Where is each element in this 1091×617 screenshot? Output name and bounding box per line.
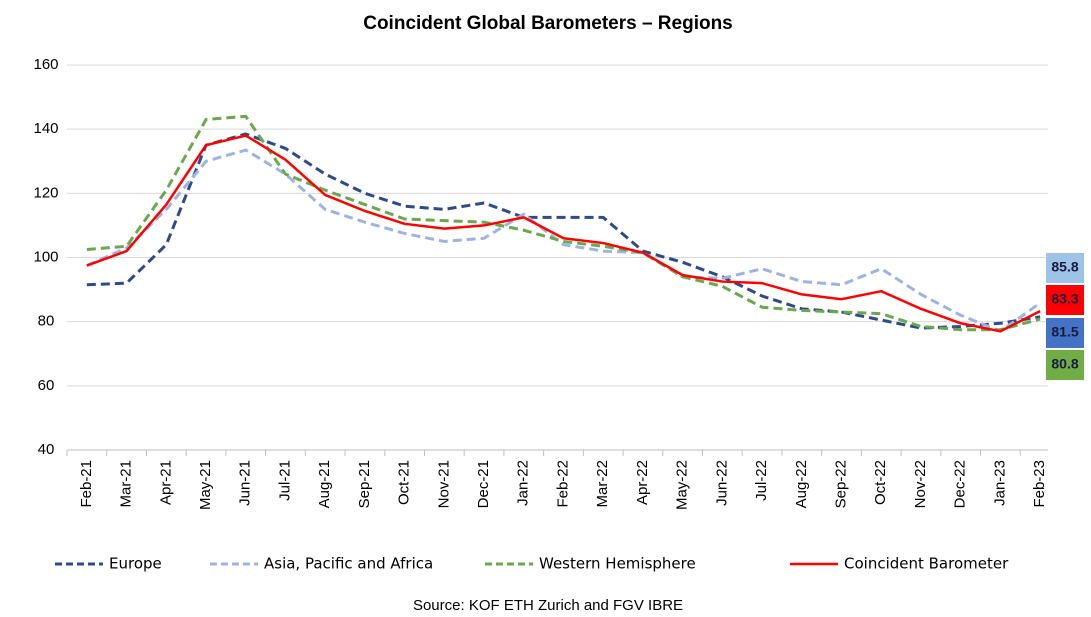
legend-label: Asia, Pacific and Africa xyxy=(264,555,433,573)
x-tick-label: Feb-21 xyxy=(78,460,95,508)
end-label-box xyxy=(1046,318,1084,348)
chart-title: Coincident Global Barometers – Regions xyxy=(363,13,733,34)
y-tick-label: 100 xyxy=(33,248,58,265)
x-tick-label: Jun-22 xyxy=(713,460,730,506)
x-tick-label: Oct-22 xyxy=(872,460,889,505)
x-tick-label: Dec-21 xyxy=(475,460,492,508)
end-label: 83.3 xyxy=(1051,291,1078,307)
y-tick-label: 60 xyxy=(38,377,55,394)
series-line xyxy=(86,132,1041,330)
x-tick-label: May-21 xyxy=(197,460,214,510)
end-label-box xyxy=(1046,253,1084,283)
end-label: 81.5 xyxy=(1051,324,1078,340)
end-label: 80.8 xyxy=(1051,356,1078,372)
series-line xyxy=(86,148,1042,333)
x-tick-label: Jun-21 xyxy=(237,460,254,506)
x-tick-label: Mar-22 xyxy=(594,460,611,508)
x-tick-label: Feb-23 xyxy=(1031,460,1048,508)
x-tick-label: Jul-21 xyxy=(276,460,293,501)
y-tick-label: 40 xyxy=(38,441,55,458)
x-tick-label: Sep-22 xyxy=(833,460,850,508)
x-tick-label: Nov-22 xyxy=(912,460,929,508)
x-tick-label: Sep-21 xyxy=(356,460,373,508)
y-tick-label: 120 xyxy=(33,184,58,201)
x-tick-label: May-22 xyxy=(674,460,691,510)
x-tick-label: Jan-23 xyxy=(991,460,1008,506)
end-label-box xyxy=(1046,285,1084,315)
x-tick-label: Apr-22 xyxy=(634,460,651,505)
x-tick-label: Aug-21 xyxy=(316,460,333,508)
x-tick-label: Feb-22 xyxy=(554,460,571,508)
x-tick-label: Aug-22 xyxy=(793,460,810,508)
x-tick-label: Dec-22 xyxy=(952,460,969,508)
end-label: 85.8 xyxy=(1051,259,1078,275)
legend-label: Western Hemisphere xyxy=(539,555,696,573)
series-line xyxy=(86,134,1041,333)
x-tick-label: Nov-21 xyxy=(435,460,452,508)
x-tick-label: Apr-21 xyxy=(157,460,174,505)
source: Source: KOF ETH Zurich and FGV IBRE xyxy=(413,597,683,614)
legend-label: Coincident Barometer xyxy=(844,555,1009,573)
end-label-box xyxy=(1046,350,1084,380)
y-tick-label: 140 xyxy=(33,120,58,137)
x-tick-label: Oct-21 xyxy=(396,460,413,505)
series-line xyxy=(86,114,1041,332)
y-tick-label: 80 xyxy=(38,313,55,330)
x-tick-label: Mar-21 xyxy=(118,460,135,508)
x-tick-label: Jul-22 xyxy=(753,460,770,501)
y-tick-label: 160 xyxy=(33,56,58,73)
x-tick-label: Jan-22 xyxy=(515,460,532,506)
legend-label: Europe xyxy=(109,555,162,573)
